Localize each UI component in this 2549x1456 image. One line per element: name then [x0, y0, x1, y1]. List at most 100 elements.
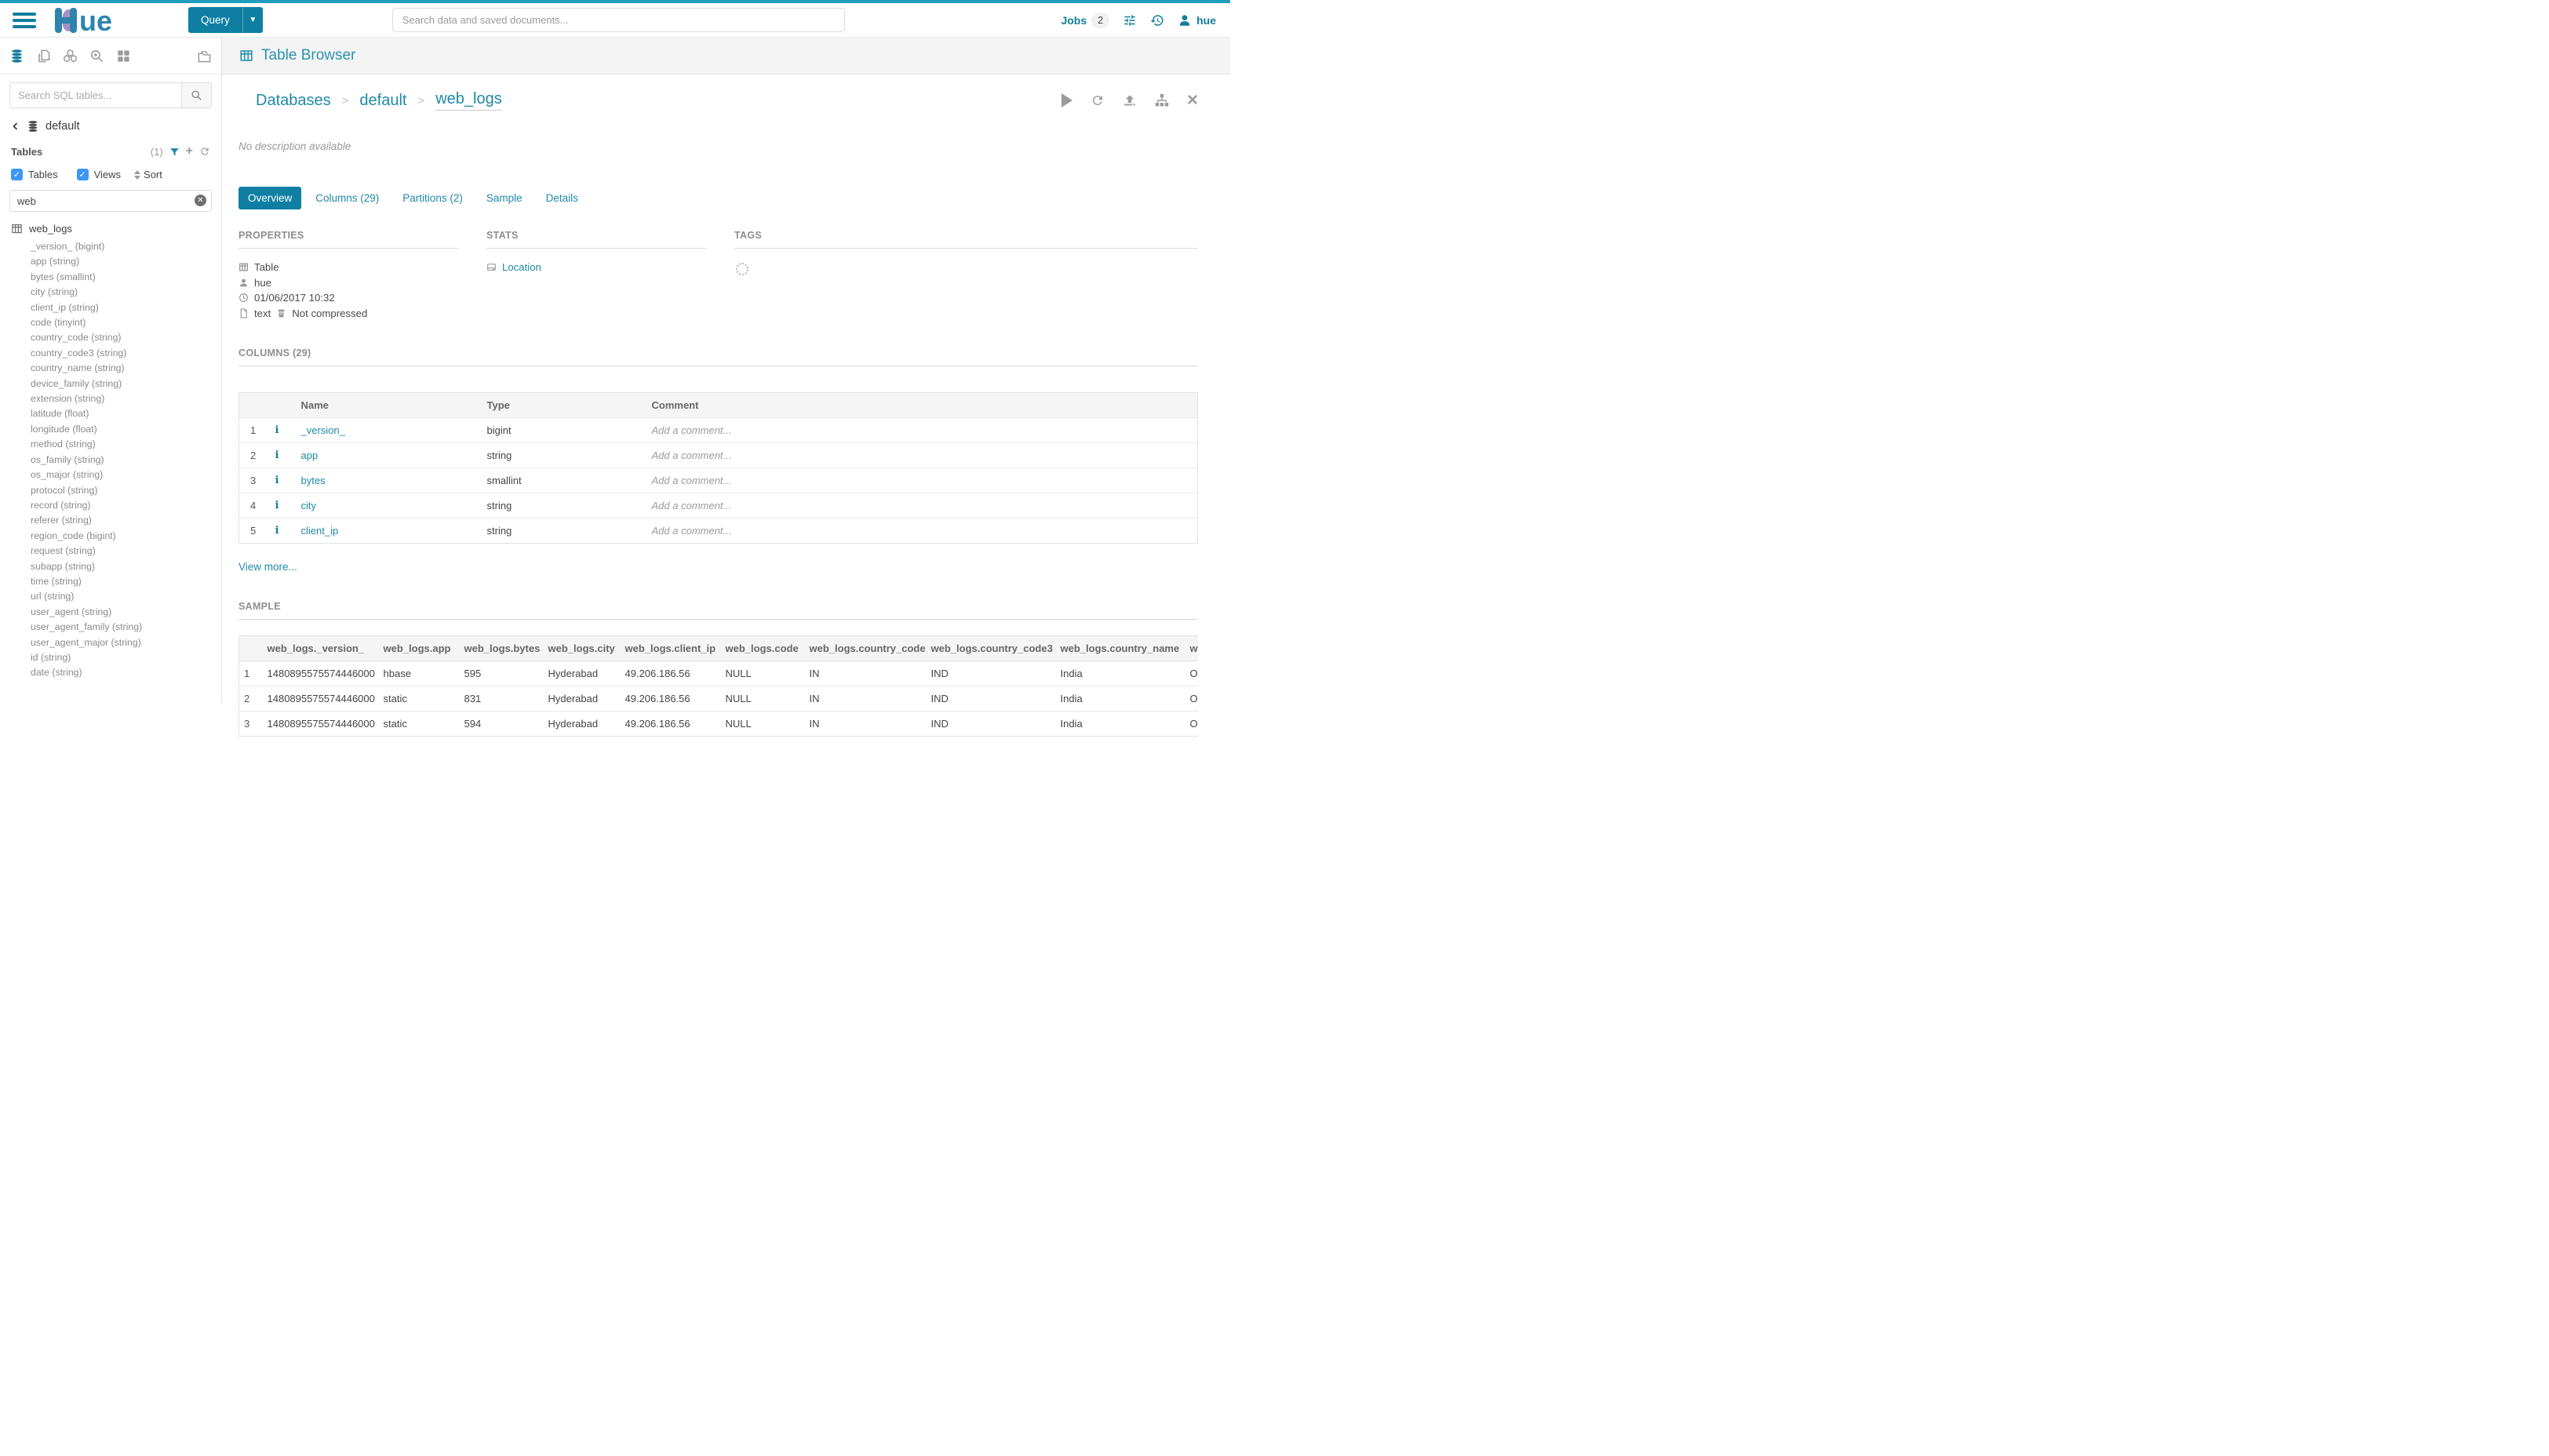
table-description[interactable]: No description available — [239, 140, 1198, 152]
database-name[interactable]: default — [46, 120, 80, 133]
lineage-sitemap-icon[interactable] — [1155, 93, 1169, 107]
tree-column-item[interactable]: country_code (string) — [9, 330, 212, 345]
tree-column-item[interactable]: longitude (float) — [9, 422, 212, 437]
global-search-input[interactable] — [392, 8, 845, 32]
database-small-icon — [27, 120, 39, 133]
tree-column-item[interactable]: record (string) — [9, 498, 212, 513]
user-menu[interactable]: hue — [1178, 13, 1216, 27]
tree-column-item[interactable]: bytes (smallint) — [9, 270, 212, 285]
column-type: string — [482, 519, 647, 544]
tables-checkbox[interactable]: ✓ — [11, 169, 23, 180]
tree-column-item[interactable]: client_ip (string) — [9, 300, 212, 315]
tree-column-item[interactable]: app (string) — [9, 254, 212, 269]
tree-column-item[interactable]: user_agent (string) — [9, 605, 212, 620]
tree-table-name[interactable]: web_logs — [29, 223, 72, 235]
info-icon[interactable]: i — [271, 418, 297, 443]
query-table-play-icon[interactable] — [1061, 93, 1072, 107]
column-name-link[interactable]: bytes — [297, 468, 482, 493]
breadcrumb-web-logs[interactable]: web_logs — [435, 90, 502, 111]
database-breadcrumb-row[interactable]: default — [11, 120, 212, 133]
sql-table-search-button[interactable] — [181, 83, 211, 107]
column-comment-field[interactable]: Add a comment... — [647, 418, 1198, 443]
import-upload-icon[interactable] — [1123, 93, 1137, 107]
clear-filter-icon[interactable]: ✕ — [195, 195, 206, 206]
tree-column-item[interactable]: referer (string) — [9, 513, 212, 528]
tree-column-item[interactable]: city (string) — [9, 285, 212, 300]
tree-column-item[interactable]: id (string) — [9, 650, 212, 665]
breadcrumb-databases[interactable]: Databases — [256, 92, 331, 110]
column-name-link[interactable]: app — [297, 443, 482, 468]
tree-column-item[interactable]: country_name (string) — [9, 361, 212, 376]
tab-sample[interactable]: Sample — [477, 187, 532, 209]
jobs-link[interactable]: Jobs 2 — [1061, 13, 1109, 28]
close-icon[interactable]: × — [1187, 93, 1198, 107]
tab-partitions-2[interactable]: Partitions (2) — [393, 187, 472, 209]
tab-overview[interactable]: Overview — [239, 187, 301, 209]
tree-column-item[interactable]: os_family (string) — [9, 453, 212, 468]
views-checkbox[interactable]: ✓ — [77, 169, 89, 180]
view-more-link[interactable]: View more... — [239, 561, 297, 573]
refresh-tables-icon[interactable] — [199, 146, 210, 157]
columns-section-title: COLUMNS (29) — [239, 348, 1198, 366]
column-comment-field[interactable]: Add a comment... — [647, 468, 1198, 493]
sample-table-scroll-area[interactable]: web_logs._version_web_logs.appweb_logs.b… — [239, 635, 1198, 737]
query-dropdown-caret-icon[interactable]: ▼ — [242, 7, 263, 33]
table-type-filters: ✓ Tables ✓ Views Sort — [11, 169, 210, 180]
tree-column-item[interactable]: latitude (float) — [9, 406, 212, 421]
history-icon[interactable] — [1150, 13, 1164, 27]
tree-column-item[interactable]: protocol (string) — [9, 483, 212, 498]
sample-cell: IND — [927, 712, 1056, 737]
tree-column-item[interactable]: method (string) — [9, 437, 212, 452]
tree-column-item[interactable]: url (string) — [9, 589, 212, 604]
info-icon[interactable]: i — [271, 468, 297, 493]
column-name-link[interactable]: client_ip — [297, 519, 482, 544]
documents-icon[interactable] — [36, 49, 51, 64]
sample-header-num — [239, 636, 263, 661]
tree-column-item[interactable]: extension (string) — [9, 391, 212, 406]
info-icon[interactable]: i — [271, 493, 297, 519]
tree-column-item[interactable]: request (string) — [9, 544, 212, 559]
chevron-left-icon[interactable] — [11, 122, 20, 131]
tree-column-item[interactable]: country_code3 (string) — [9, 346, 212, 361]
settings-sliders-icon[interactable] — [1123, 13, 1137, 27]
apps-grid-icon[interactable] — [116, 49, 131, 64]
tree-column-item[interactable]: user_agent_family (string) — [9, 620, 212, 635]
info-icon[interactable]: i — [271, 519, 297, 544]
query-button-label[interactable]: Query — [188, 7, 242, 33]
sql-table-search-input[interactable] — [10, 83, 181, 107]
info-icon[interactable]: i — [271, 443, 297, 468]
table-filter-input[interactable] — [9, 190, 212, 212]
tree-column-item[interactable]: region_code (bigint) — [9, 529, 212, 544]
tree-column-item[interactable]: code (tinyint) — [9, 315, 212, 330]
column-comment-field[interactable]: Add a comment... — [647, 519, 1198, 544]
folder-documents-icon[interactable] — [197, 49, 212, 64]
hue-logo[interactable]: ue — [53, 6, 126, 35]
sort-toggle[interactable]: Sort — [134, 169, 162, 180]
tree-table-web-logs[interactable]: web_logs — [9, 223, 212, 235]
breadcrumb-default[interactable]: default — [359, 92, 406, 110]
tree-column-item[interactable]: subapp (string) — [9, 559, 212, 574]
zoom-search-icon[interactable] — [89, 49, 104, 64]
tree-column-item[interactable]: _version_ (bigint) — [9, 239, 212, 254]
column-name-link[interactable]: city — [297, 493, 482, 519]
location-link[interactable]: Location — [502, 260, 541, 275]
column-name-link[interactable]: _version_ — [297, 418, 482, 443]
cubes-icon[interactable] — [63, 49, 78, 64]
filter-funnel-icon[interactable] — [169, 147, 180, 157]
tree-column-item[interactable]: os_major (string) — [9, 468, 212, 482]
query-button[interactable]: Query ▼ — [188, 7, 263, 33]
add-table-icon[interactable]: + — [186, 145, 193, 158]
tree-column-item[interactable]: date (string) — [9, 665, 212, 680]
tab-columns-29[interactable]: Columns (29) — [306, 187, 388, 209]
jobs-label[interactable]: Jobs — [1061, 14, 1087, 27]
column-comment-field[interactable]: Add a comment... — [647, 493, 1198, 519]
tree-column-item[interactable]: user_agent_major (string) — [9, 635, 212, 650]
column-comment-field[interactable]: Add a comment... — [647, 443, 1198, 468]
refresh-icon[interactable] — [1091, 93, 1105, 107]
hamburger-menu-icon[interactable] — [13, 13, 36, 28]
tree-column-item[interactable]: time (string) — [9, 574, 212, 589]
database-icon[interactable] — [9, 49, 24, 64]
columns-header-num — [239, 393, 271, 418]
tab-details[interactable]: Details — [537, 187, 588, 209]
tree-column-item[interactable]: device_family (string) — [9, 377, 212, 391]
